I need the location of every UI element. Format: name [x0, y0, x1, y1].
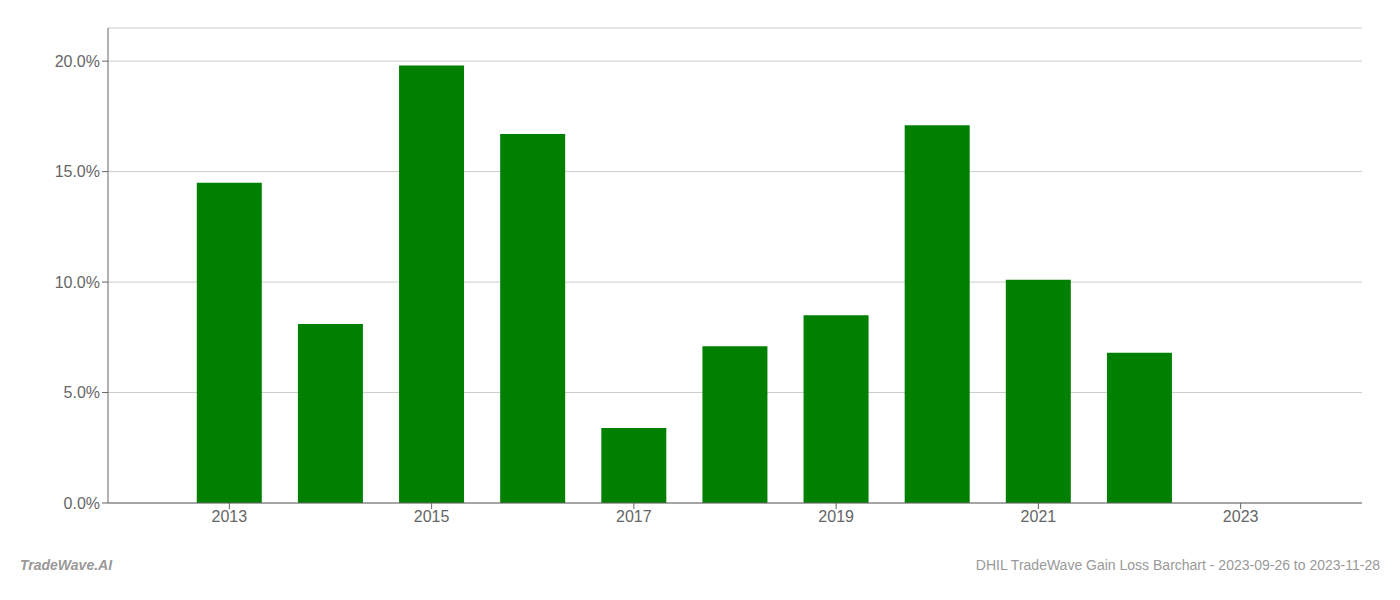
html-text:DHIL TradeWave Gain Loss Barch: DHIL TradeWave Gain Loss Barchart - 2023…: [975, 557, 1380, 573]
svg-text:2023: 2023: [1223, 508, 1259, 525]
svg-text:0.0%: 0.0%: [64, 495, 100, 512]
svg-text:2019: 2019: [818, 508, 854, 525]
svg-text:20.0%: 20.0%: [55, 53, 100, 70]
svg-text:10.0%: 10.0%: [55, 274, 100, 291]
svg-text:5.0%: 5.0%: [64, 384, 100, 401]
svg-text:2017: 2017: [616, 508, 652, 525]
svg-text:2015: 2015: [414, 508, 450, 525]
html-text:TradeWave.AI: TradeWave.AI: [20, 557, 113, 573]
svg-text:15.0%: 15.0%: [55, 163, 100, 180]
svg-text:2013: 2013: [212, 508, 248, 525]
svg-text:2021: 2021: [1021, 508, 1057, 525]
